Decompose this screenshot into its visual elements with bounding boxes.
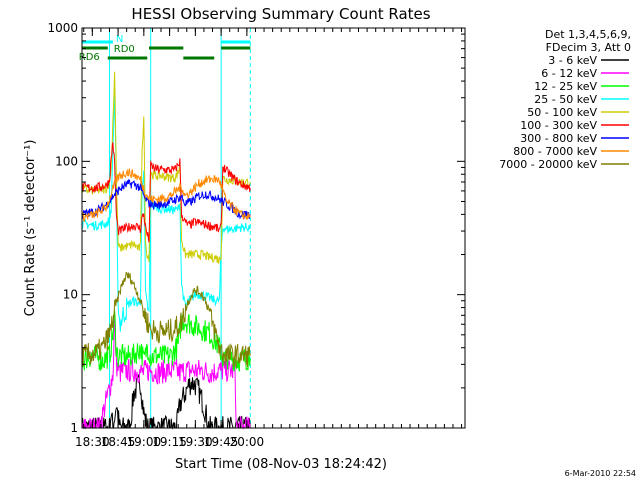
- series-line-7: [81, 167, 251, 223]
- series-line-8: [81, 272, 251, 368]
- status-bar-label: RD0: [114, 44, 135, 55]
- y-tick-label: 1: [70, 421, 78, 435]
- x-tick-label: 18:45: [101, 435, 136, 449]
- legend-label: 100 - 300 keV: [520, 119, 597, 132]
- x-tick-label: 19:15: [152, 435, 187, 449]
- legend-label: 800 - 7000 keV: [513, 145, 597, 158]
- legend-label: 7000 - 20000 keV: [499, 158, 597, 171]
- x-tick-label: 19:30: [178, 435, 213, 449]
- legend-label: 6 - 12 keV: [541, 67, 597, 80]
- legend-header: Det 1,3,4,5,6,9,: [545, 28, 631, 41]
- status-bar-label: N: [116, 34, 123, 45]
- y-axis: 1 10 100 1000: [47, 21, 465, 435]
- legend-label: 25 - 50 keV: [534, 93, 597, 106]
- y-axis-label: Count Rate (s⁻¹ detector⁻¹): [23, 140, 38, 317]
- legend-label: 300 - 800 keV: [520, 132, 597, 145]
- y-tick-label: 10: [63, 288, 78, 302]
- series-line-6: [81, 178, 251, 220]
- x-tick-label: 18:30: [75, 435, 110, 449]
- y-tick-label: 100: [55, 154, 78, 168]
- series-line-5: [81, 142, 251, 243]
- x-axis-label: Start Time (08-Nov-03 18:24:42): [175, 457, 387, 472]
- series-line-3: [81, 88, 251, 332]
- x-tick-label: 20:00: [230, 435, 265, 449]
- series-line-2: [81, 310, 251, 372]
- legend-label: 12 - 25 keV: [534, 80, 597, 93]
- x-tick-label: 19:45: [204, 435, 239, 449]
- render-timestamp: 6-Mar-2010 22:54: [565, 469, 636, 478]
- x-tick-label: 19:00: [127, 435, 162, 449]
- legend: Det 1,3,4,5,6,9,FDecim 3, Att 03 - 6 keV…: [499, 28, 631, 171]
- chart-title: HESSI Observing Summary Count Rates: [131, 5, 430, 23]
- legend-label: 3 - 6 keV: [548, 54, 597, 67]
- legend-label: 50 - 100 keV: [527, 106, 597, 119]
- y-tick-label: 1000: [47, 21, 78, 35]
- series-line-1: [81, 316, 251, 430]
- status-bar-label: RD6: [79, 52, 100, 63]
- legend-header: FDecim 3, Att 0: [546, 41, 631, 54]
- plot-frame: [81, 27, 466, 429]
- series-line-0: [81, 373, 251, 430]
